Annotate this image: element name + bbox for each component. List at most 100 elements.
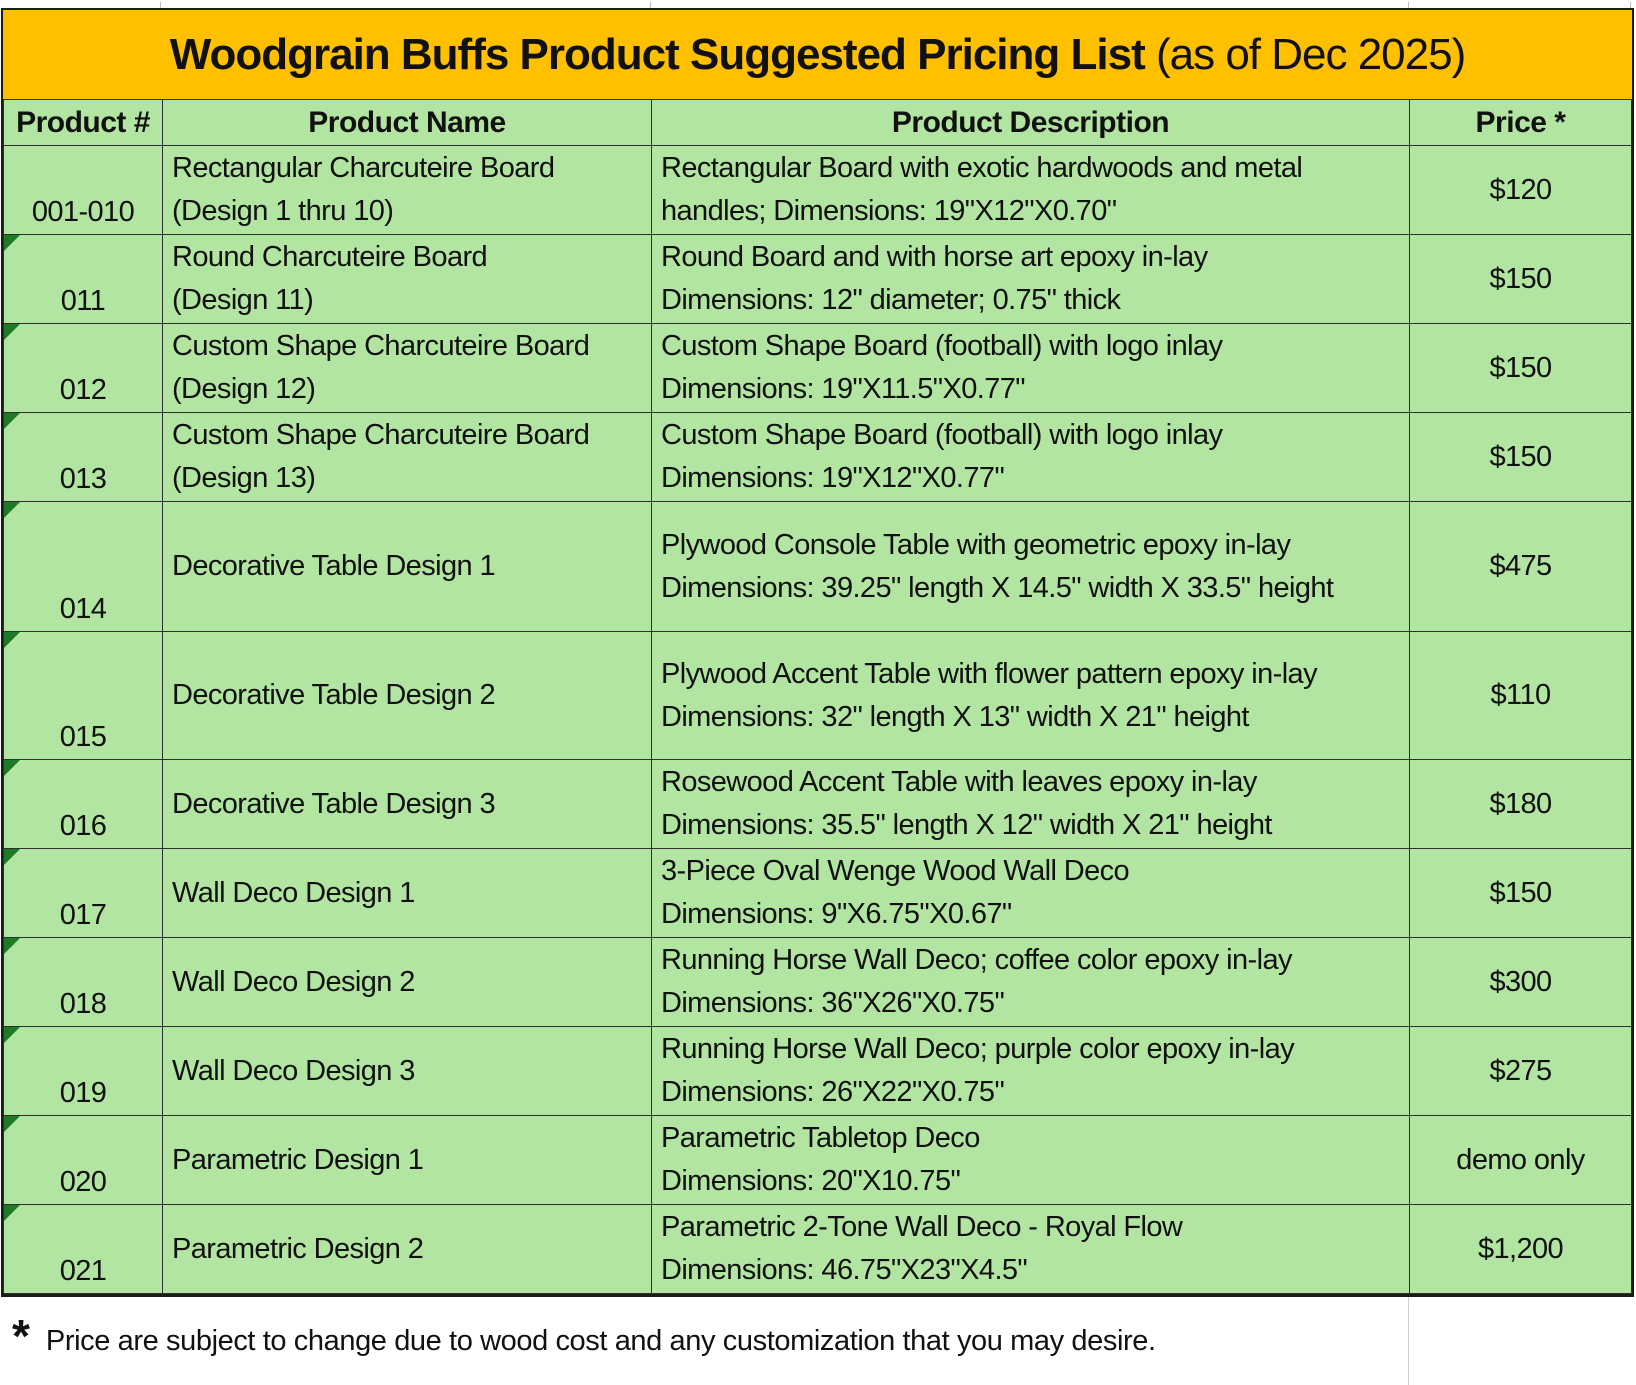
page-title-date: (as of Dec 2025) xyxy=(1144,29,1466,79)
product-description-cell: Plywood Accent Table with flower pattern… xyxy=(651,631,1410,760)
product-number: 021 xyxy=(59,1255,107,1287)
product-number-cell: 012 xyxy=(3,323,163,413)
table-row: 015 Decorative Table Design 2 Plywood Acce… xyxy=(3,631,1632,760)
product-description-line: Dimensions: 26"X22"X0.75" xyxy=(661,1076,1005,1108)
product-name-cell: Parametric Design 2 xyxy=(162,1204,652,1294)
product-name-cell: Round Charcuteire Board (Design 11) xyxy=(162,234,652,324)
product-description-line: Dimensions: 39.25" length X 14.5" width … xyxy=(661,571,1334,604)
price-cell: $110 xyxy=(1409,631,1632,760)
product-number-cell: 014 xyxy=(3,501,163,632)
product-name-cell: Decorative Table Design 1 xyxy=(162,501,652,632)
cell-error-indicator-icon xyxy=(4,849,20,865)
cell-error-indicator-icon xyxy=(4,632,20,648)
product-description-line: Running Horse Wall Deco; purple color ep… xyxy=(661,1033,1295,1065)
column-gridline-tick xyxy=(650,2,651,8)
product-number-cell: 020 xyxy=(3,1115,163,1205)
price-cell: $275 xyxy=(1409,1026,1632,1116)
product-description-line: 3-Piece Oval Wenge Wood Wall Deco xyxy=(661,855,1130,887)
column-gridline-tick xyxy=(1630,2,1631,8)
product-number: 015 xyxy=(59,721,107,753)
product-name-line: Wall Deco Design 2 xyxy=(172,965,415,998)
page-title: Woodgrain Buffs Product Suggested Pricin… xyxy=(169,29,1146,79)
cell-error-indicator-icon xyxy=(4,324,20,340)
product-description-line: Dimensions: 46.75"X23"X4.5" xyxy=(661,1254,1028,1286)
product-description-line: Dimensions: 35.5" length X 12" width X 2… xyxy=(661,809,1272,841)
cell-error-indicator-icon xyxy=(4,413,20,429)
column-header-price: Price * xyxy=(1409,99,1632,146)
price-cell: $150 xyxy=(1409,234,1632,324)
product-description-line: Round Board and with horse art epoxy in-… xyxy=(661,241,1208,273)
product-number: 013 xyxy=(59,463,107,495)
product-number: 018 xyxy=(59,988,107,1020)
product-name-line: Rectangular Charcuteire Board xyxy=(172,152,555,184)
product-number: 019 xyxy=(59,1077,107,1109)
product-number-cell: 018 xyxy=(3,937,163,1027)
product-description-cell: 3-Piece Oval Wenge Wood Wall Deco Dimensi… xyxy=(651,848,1410,938)
column-gridline xyxy=(1408,1297,1409,1385)
table-row: 014 Decorative Table Design 1 Plywood Cons… xyxy=(3,501,1632,632)
product-number-cell: 001-010 xyxy=(3,145,163,235)
table-title-banner: Woodgrain Buffs Product Suggested Pricin… xyxy=(3,10,1632,99)
product-number: 020 xyxy=(59,1166,107,1198)
cell-error-indicator-icon xyxy=(4,502,20,518)
price-cell: $120 xyxy=(1409,145,1632,235)
pricing-table-body: 001-010 Rectangular Charcuteire Board (Des… xyxy=(3,145,1632,1294)
product-description-line: handles; Dimensions: 19"X12"X0.70" xyxy=(661,195,1117,227)
product-description-line: Rosewood Accent Table with leaves epoxy … xyxy=(661,766,1257,798)
product-number-cell: 016 xyxy=(3,759,163,849)
product-description-cell: Round Board and with horse art epoxy in-… xyxy=(651,234,1410,324)
product-number: 011 xyxy=(60,285,106,317)
product-description-cell: Running Horse Wall Deco; purple color ep… xyxy=(651,1026,1410,1116)
product-name-line: (Design 12) xyxy=(172,373,316,405)
product-name-line: Decorative Table Design 2 xyxy=(172,679,496,711)
product-name-line: Custom Shape Charcuteire Board xyxy=(172,419,590,451)
product-name-cell: Custom Shape Charcuteire Board (Design 12… xyxy=(162,323,652,413)
product-description-line: Rectangular Board with exotic hardwoods … xyxy=(661,152,1303,184)
column-header-product-number: Product # xyxy=(3,99,163,146)
product-description-cell: Rosewood Accent Table with leaves epoxy … xyxy=(651,759,1410,849)
product-name-line: (Design 1 thru 10) xyxy=(172,195,394,227)
disclaimer-text: Price are subject to change due to wood … xyxy=(45,1325,1156,1357)
product-number: 001-010 xyxy=(31,196,135,228)
product-number: 012 xyxy=(59,374,107,406)
product-name-line: Round Charcuteire Board xyxy=(172,241,488,273)
column-header-product-name: Product Name xyxy=(162,99,652,146)
cell-error-indicator-icon xyxy=(4,1205,20,1221)
column-header-product-description: Product Description xyxy=(651,99,1410,146)
cell-error-indicator-icon xyxy=(4,1116,20,1132)
product-description-cell: Custom Shape Board (football) with logo … xyxy=(651,323,1410,413)
product-description-cell: Rectangular Board with exotic hardwoods … xyxy=(651,145,1410,235)
product-description-line: Plywood Accent Table with flower pattern… xyxy=(661,657,1318,690)
product-name-line: Wall Deco Design 1 xyxy=(172,876,415,909)
product-description-cell: Parametric 2-Tone Wall Deco - Royal Flow… xyxy=(651,1204,1410,1294)
product-description-line: Parametric Tabletop Deco xyxy=(661,1122,980,1154)
column-gridline-tick xyxy=(160,2,161,8)
price-cell: $180 xyxy=(1409,759,1632,849)
product-name-line: Decorative Table Design 3 xyxy=(172,787,496,820)
price-cell: $475 xyxy=(1409,501,1632,632)
gridline-strip xyxy=(0,0,1636,8)
product-name-line: (Design 11) xyxy=(172,284,314,316)
cell-error-indicator-icon xyxy=(4,938,20,954)
product-description-line: Parametric 2-Tone Wall Deco - Royal Flow xyxy=(661,1211,1183,1243)
product-description-line: Dimensions: 20"X10.75" xyxy=(661,1165,961,1197)
cell-error-indicator-icon xyxy=(4,1027,20,1043)
product-name-line: Decorative Table Design 1 xyxy=(172,550,496,582)
table-row: 020 Parametric Design 1 Parametric Tableto… xyxy=(3,1115,1632,1205)
product-name-cell: Rectangular Charcuteire Board (Design 1 t… xyxy=(162,145,652,235)
table-row: 011 Round Charcuteire Board (Design 11) Rou… xyxy=(3,234,1632,324)
pricing-table: Woodgrain Buffs Product Suggested Pricin… xyxy=(1,8,1634,1297)
product-description-cell: Running Horse Wall Deco; coffee color ep… xyxy=(651,937,1410,1027)
table-row: 012 Custom Shape Charcuteire Board (Design… xyxy=(3,323,1632,413)
cell-error-indicator-icon xyxy=(4,760,20,776)
product-number-cell: 015 xyxy=(3,631,163,760)
product-name-line: (Design 13) xyxy=(172,462,316,494)
product-name-line: Wall Deco Design 3 xyxy=(172,1054,415,1087)
price-cell: $150 xyxy=(1409,848,1632,938)
product-description-line: Dimensions: 19"X11.5"X0.77" xyxy=(661,373,1026,405)
product-name-line: Parametric Design 1 xyxy=(172,1143,424,1176)
product-name-cell: Wall Deco Design 1 xyxy=(162,848,652,938)
table-row: 018 Wall Deco Design 2 Running Horse Wall … xyxy=(3,937,1632,1027)
column-gridline-tick xyxy=(1408,2,1409,8)
